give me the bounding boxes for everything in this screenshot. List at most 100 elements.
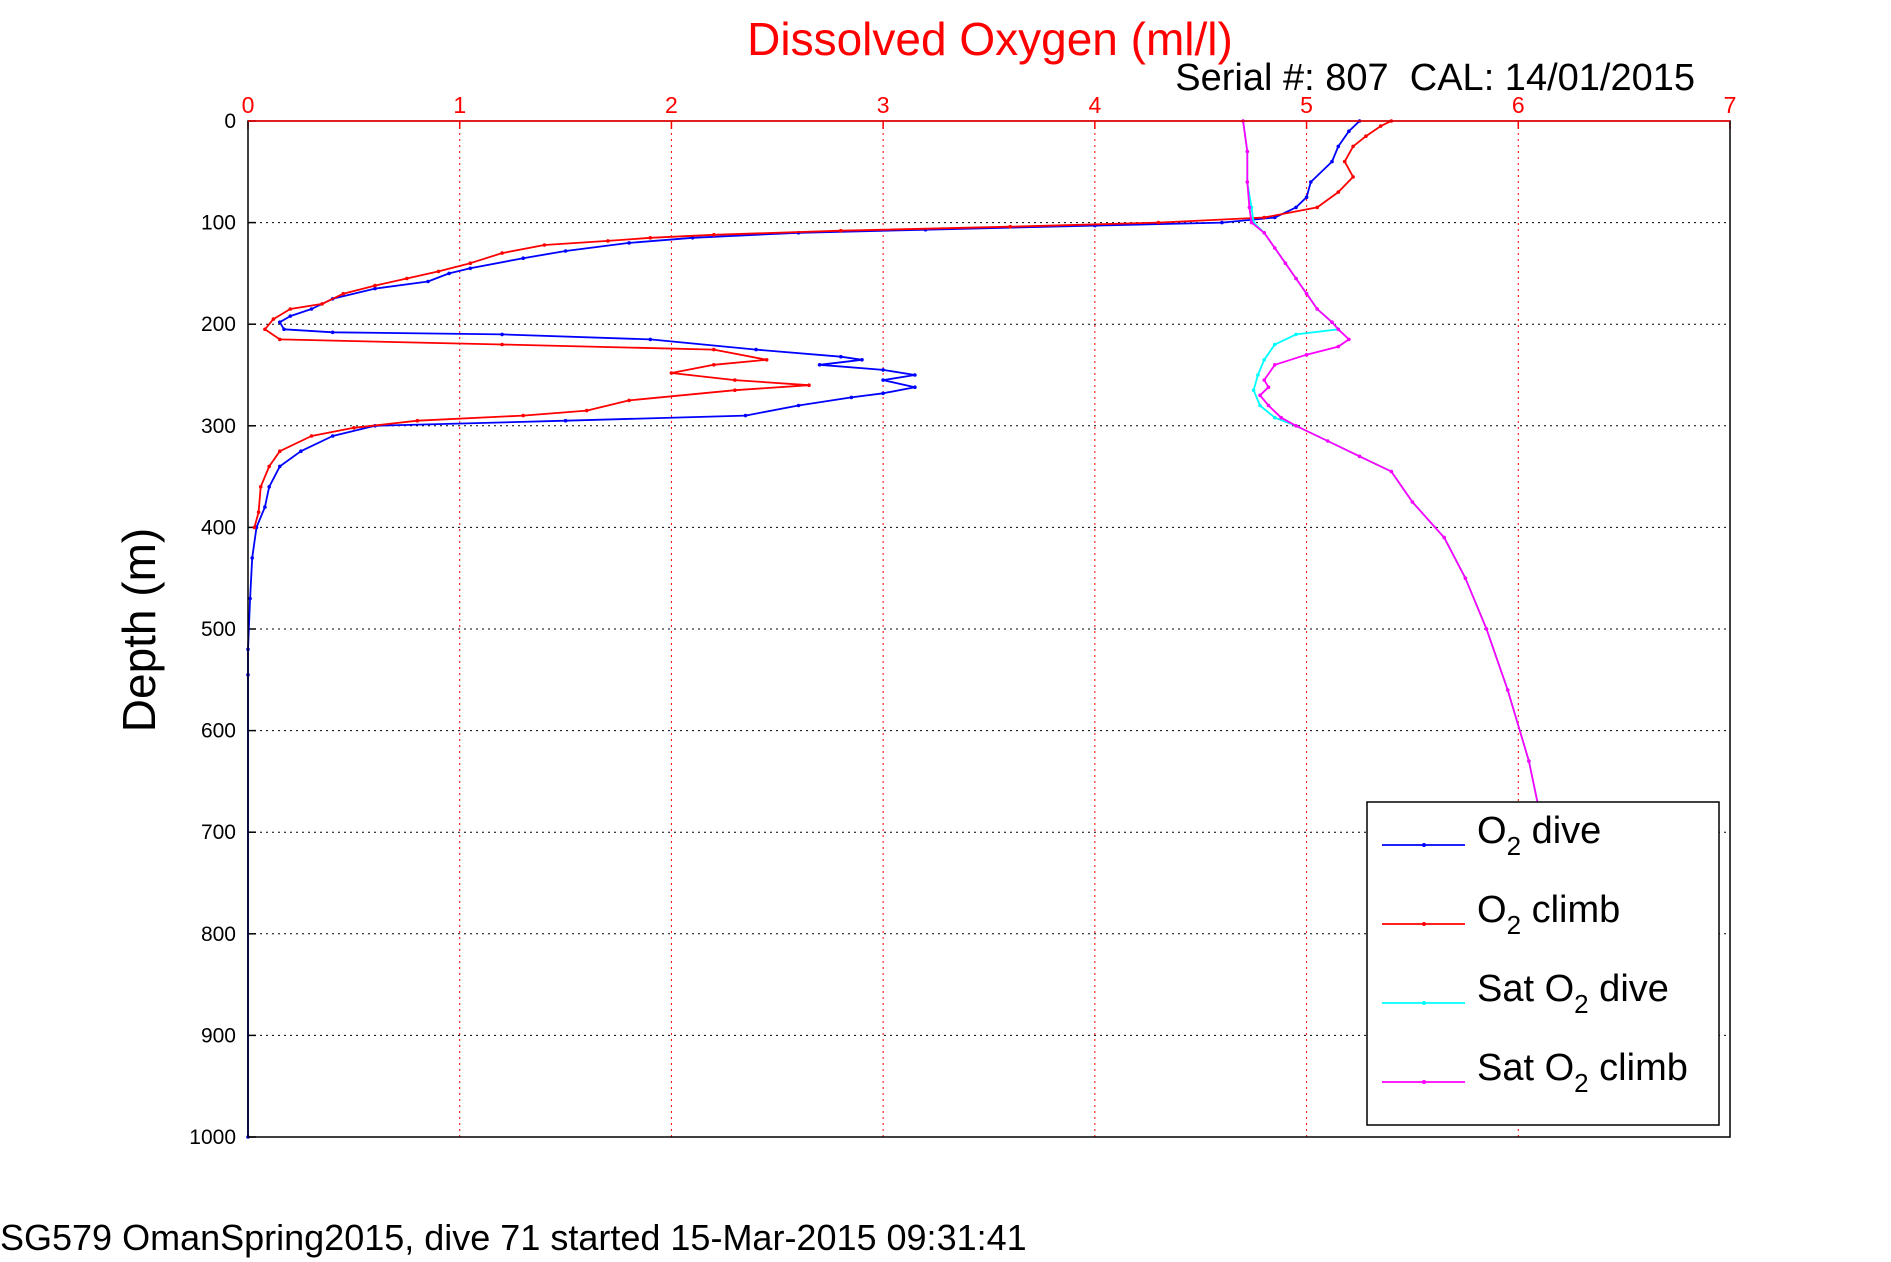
data-point [1351,144,1355,149]
legend-marker [1422,843,1426,847]
legend-label: Sat O2 climb [1477,1047,1688,1098]
data-point [468,261,473,266]
x-tick-label: 1 [453,92,466,118]
data-point [500,251,504,255]
data-point [712,363,716,367]
data-point [1527,759,1531,763]
data-point [282,327,286,332]
data-point [1410,500,1415,504]
legend-entry-sat-dive: Sat O2 dive [1382,968,1669,1019]
x-tick-label: 3 [877,92,890,118]
x-tick-label: 0 [242,92,255,118]
series-lines [246,119,1609,1139]
series-line-sat-climb [1242,120,1609,1122]
data-point [1364,134,1368,138]
data-point [1357,454,1362,459]
series-dive [246,119,1362,1139]
data-point [288,314,293,318]
data-point [712,347,716,352]
data-point [1294,205,1298,210]
data-point [1336,190,1341,194]
data-point [817,363,822,367]
data-point [1273,415,1277,420]
data-point [248,596,252,601]
data-point [1266,385,1271,390]
data-point [1266,403,1271,408]
series-line-climb [253,120,1392,528]
data-point [521,256,525,261]
data-point [754,347,758,352]
data-point [299,449,303,454]
x-tick-label: 2 [665,92,678,118]
data-point [733,388,737,393]
y-tick-labels: 0 100 200 300 400 500 600 700 800 900 1000 [189,110,236,1149]
x-tick-label: 4 [1088,92,1101,118]
data-point [1262,378,1266,382]
data-point [1273,215,1277,220]
data-point [1336,327,1341,332]
data-point [263,505,267,509]
data-point [563,249,568,253]
data-point [913,385,917,390]
data-point [256,510,261,514]
y-tick-label: 100 [201,212,236,235]
data-point [1484,627,1489,631]
data-point [1273,342,1277,347]
data-point [1304,291,1309,296]
data-point [733,378,737,382]
data-point [309,434,314,438]
data-point [278,320,282,325]
data-point [1294,424,1298,428]
legend-label: Sat O2 dive [1477,968,1669,1019]
data-point [320,302,324,306]
data-point [263,327,267,332]
data-point [1309,180,1313,184]
data-point [330,434,335,438]
y-tick-label: 500 [201,618,236,641]
legend-entry-climb: O2 climb [1382,889,1620,940]
data-point [278,464,282,469]
data-point [1336,144,1341,149]
data-point [1315,205,1319,210]
data-point [1442,535,1446,540]
data-point [271,317,276,321]
data-point [1342,159,1347,164]
y-tick-label: 800 [201,923,236,946]
legend-marker [1422,1080,1426,1084]
data-point [521,413,525,418]
data-point [1262,215,1266,220]
data-point [1251,388,1256,393]
data-point [405,276,409,281]
y-tick-label: 700 [201,821,236,844]
legend-box [1366,801,1720,1126]
data-point [1256,373,1260,377]
data-point [1315,307,1319,311]
y-tick-label: 400 [201,516,236,539]
data-point [1245,180,1250,184]
y-tick-label: 1000 [189,1126,236,1149]
y-tick-label: 900 [201,1024,236,1047]
data-point [542,243,547,247]
data-point [860,358,864,362]
data-point [807,383,811,388]
data-point [258,485,263,489]
y-tick-label: 200 [201,313,236,336]
data-point [881,368,885,372]
serial-cal-label: Serial #: 807 CAL: 14/01/2015 [1175,57,1695,99]
data-point [1389,469,1394,474]
data-point [267,464,272,469]
data-point [913,373,917,377]
data-point [1294,332,1298,337]
data-point [839,354,843,359]
chart-title: Dissolved Oxygen (ml/l) [747,13,1233,65]
data-point [1325,439,1330,443]
data-point [1247,205,1252,210]
data-point [669,371,674,375]
x-tick-label: 6 [1512,92,1525,118]
data-point [584,408,589,413]
data-point [1262,231,1266,235]
y-axis-label: Depth (m) [113,528,165,732]
legend-marker [1422,922,1426,926]
data-point [1304,195,1309,199]
